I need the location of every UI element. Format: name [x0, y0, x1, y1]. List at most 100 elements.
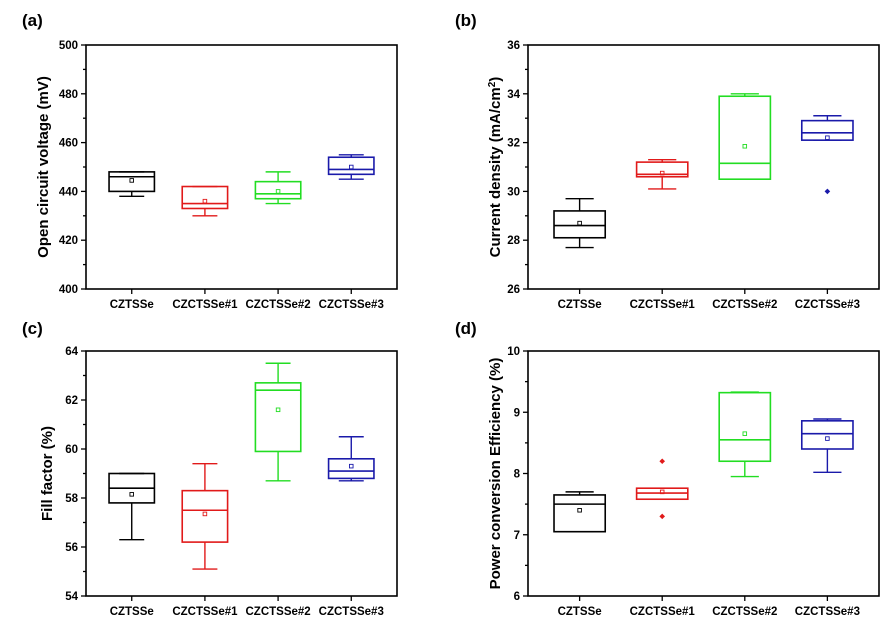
x-category-label: CZTSSe: [558, 606, 602, 618]
mean-marker: [129, 492, 134, 497]
box-3: [254, 362, 302, 482]
outlier-point: [659, 513, 666, 520]
mean-marker: [659, 170, 665, 176]
y-tick-label: 26: [507, 284, 520, 296]
plot-frame: [527, 44, 880, 290]
x-category-label: CZCTSSe#2: [712, 299, 777, 311]
box-body: [800, 119, 854, 141]
y-axis-title: Open circuit voltage (mV): [35, 76, 52, 258]
y-tick-label: 32: [507, 138, 520, 150]
x-category-label: CZCTSSe#1: [630, 299, 696, 311]
y-tick-label: 28: [507, 235, 520, 247]
box-body: [718, 95, 772, 180]
y-axis-title: Fill factor (%): [39, 426, 56, 521]
mean-marker: [742, 431, 748, 436]
box-2: [181, 185, 229, 217]
x-category-label: CZCTSSe#2: [245, 299, 310, 311]
mean-marker: [202, 511, 208, 517]
box-4: [327, 154, 375, 180]
y-tick-label: 440: [59, 186, 78, 198]
y-tick-label: 480: [59, 89, 78, 101]
box-3: [718, 391, 772, 478]
mean-marker: [825, 135, 830, 140]
panel-label: (d): [455, 319, 477, 338]
box-body: [254, 382, 302, 453]
box-2: [635, 458, 689, 520]
mean-marker: [202, 198, 208, 204]
box-body: [181, 489, 229, 543]
y-tick-label: 8: [514, 469, 521, 481]
box-body: [635, 161, 689, 178]
x-category-label: CZTSSe: [110, 606, 154, 618]
panel-3: (c) 54 56 58 60 62 64 Fill factor (%) CZTSSe CZCT…: [22, 319, 398, 618]
y-tick-label: 6: [514, 591, 520, 603]
x-category-label: CZCTSSe#1: [172, 299, 238, 311]
y-tick-label: 36: [507, 40, 520, 52]
box-4: [800, 115, 854, 195]
box-body: [800, 420, 854, 450]
y-tick-label: 9: [514, 407, 520, 419]
mean-marker: [275, 407, 281, 413]
box-1: [553, 198, 607, 249]
mean-marker: [349, 463, 354, 469]
y-tick-label: 460: [59, 138, 78, 150]
y-tick-label: 62: [65, 395, 78, 407]
y-tick-label: 64: [65, 346, 78, 358]
x-category-label: CZCTSSe#1: [172, 606, 238, 618]
x-category-label: CZCTSSe#2: [245, 606, 310, 618]
y-tick-label: 420: [59, 235, 78, 247]
box-body: [108, 171, 156, 193]
x-category-label: CZCTSSe#3: [319, 606, 384, 618]
panel-label: (c): [22, 319, 43, 338]
panel-1: (a) 400 420 440 460 480 500 Open circuit voltag…: [22, 11, 398, 311]
box-3: [718, 93, 772, 180]
plot-frame: [527, 350, 880, 597]
mean-marker: [577, 220, 582, 226]
y-tick-label: 34: [507, 89, 520, 101]
mean-marker: [659, 489, 665, 495]
y-tick-label: 10: [507, 346, 520, 358]
y-tick-label: 56: [65, 542, 78, 554]
mean-marker: [577, 508, 582, 513]
box-1: [108, 472, 156, 541]
box-body: [327, 156, 375, 176]
plot-frame: [85, 44, 398, 290]
y-tick-label: 400: [59, 284, 78, 296]
box-body: [718, 391, 772, 463]
box-1: [553, 491, 607, 533]
box-2: [635, 158, 689, 190]
outlier-point: [659, 458, 666, 465]
box-4: [800, 418, 854, 473]
box-body: [553, 494, 607, 533]
y-tick-label: 54: [65, 591, 78, 603]
mean-marker: [742, 144, 748, 149]
panel-label: (b): [455, 11, 477, 30]
mean-marker: [349, 164, 354, 170]
y-axis-title: Power conversion Efficiency (%): [487, 358, 504, 590]
box-2: [181, 463, 229, 570]
x-category-label: CZTSSe: [558, 299, 602, 311]
box-body: [254, 180, 302, 200]
y-tick-label: 7: [514, 530, 520, 542]
y-tick-label: 60: [65, 444, 78, 456]
x-category-label: CZCTSSe#2: [712, 606, 777, 618]
y-axis-title: Current density (mA/cm2): [487, 77, 505, 258]
mean-marker: [275, 189, 281, 194]
mean-marker: [825, 436, 830, 441]
y-tick-label: 58: [65, 493, 78, 505]
x-category-label: CZCTSSe#3: [319, 299, 384, 311]
panel-2: (b) 26 28 30 32 34 36 Current density (mA/cm2) C…: [455, 11, 880, 311]
x-category-label: CZTSSe: [110, 299, 154, 311]
box-3: [254, 171, 302, 205]
x-category-label: CZCTSSe#3: [795, 606, 860, 618]
y-tick-label: 500: [59, 40, 78, 52]
y-tick-label: 30: [507, 186, 520, 198]
box-1: [108, 171, 156, 197]
panel-label: (a): [22, 11, 43, 30]
x-category-label: CZCTSSe#3: [795, 299, 860, 311]
outlier-point: [824, 188, 831, 195]
box-body: [327, 457, 375, 480]
box-4: [327, 436, 375, 482]
